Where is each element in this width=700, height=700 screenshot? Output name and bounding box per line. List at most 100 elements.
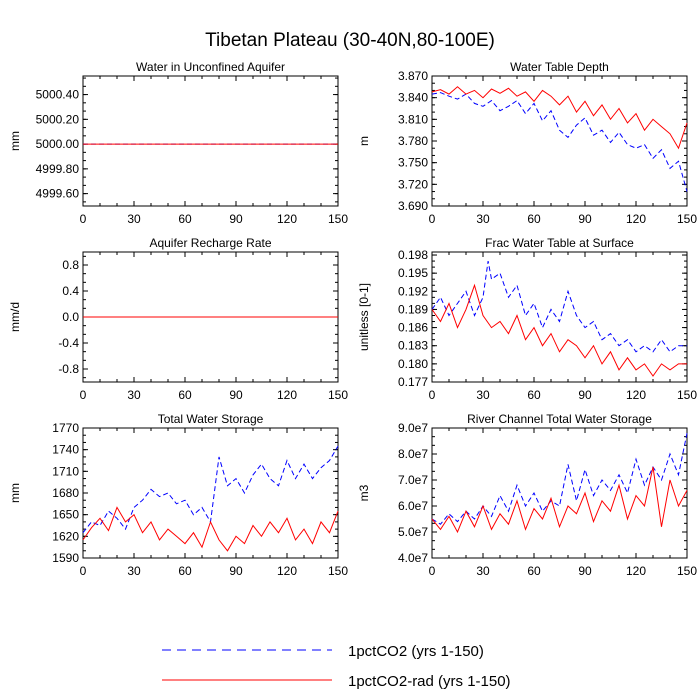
y-tick-label: 0.8: [62, 258, 79, 272]
series-line-1pctco2-rad: [431, 86, 688, 150]
plot-frame: [82, 427, 339, 559]
series-line-1pctco2: [431, 92, 688, 192]
x-tick-label: 0: [429, 388, 436, 402]
y-tick-label: 1590: [52, 551, 79, 565]
x-tick-label: 120: [626, 212, 646, 226]
y-tick-label: 0.183: [398, 339, 428, 353]
series-line-1pctco2: [431, 261, 687, 353]
x-tick-label: 90: [229, 564, 243, 578]
x-tick-label: 0: [80, 564, 87, 578]
x-tick-label: 60: [178, 388, 192, 402]
y-tick-label: 0.180: [398, 357, 428, 371]
y-tick-label: 9.0e7: [398, 421, 428, 435]
y-tick-label: 0.195: [398, 266, 428, 280]
y-tick-label: 4999.60: [36, 187, 80, 201]
x-tick-label: 0: [429, 212, 436, 226]
x-tick-label: 120: [277, 388, 297, 402]
panel-title: Frac Water Table at Surface: [485, 236, 634, 250]
y-tick-label: 4.0e7: [398, 551, 428, 565]
x-tick-label: 120: [626, 564, 646, 578]
figure-title: Tibetan Plateau (30-40N,80-100E): [205, 30, 495, 51]
plot-frame: [431, 251, 688, 383]
panel-3: Aquifer Recharge Rate mm/d 0 30 60 90 120 150 -0…: [8, 236, 348, 402]
y-tick-label: 1710: [52, 464, 79, 478]
y-axis-label: mm/d: [8, 302, 22, 332]
x-tick-label: 150: [677, 388, 697, 402]
x-tick-label: 30: [476, 388, 490, 402]
y-tick-label: 0.192: [398, 284, 428, 298]
x-tick-label: 90: [578, 388, 592, 402]
panel-title: Water in Unconfined Aquifer: [136, 60, 285, 74]
panel-title: Water Table Depth: [510, 60, 609, 74]
panel-1: Water in Unconfined Aquifer mm 0 30 60 90 120 1…: [8, 60, 348, 226]
x-tick-label: 90: [578, 564, 592, 578]
y-tick-label: 3.690: [398, 199, 428, 213]
y-axis-label: m3: [357, 484, 371, 501]
y-tick-label: 3.870: [398, 69, 428, 83]
y-tick-label: 0.189: [398, 302, 428, 316]
panel-4: Frac Water Table at Surface unitless [0-1…: [357, 236, 697, 402]
panel-5: Total Water Storage mm 0 30 60 90 120 150 1590 16…: [8, 412, 348, 578]
x-tick-label: 120: [626, 388, 646, 402]
panel-2: Water Table Depth m 0 30 60 90 120 150 3.690 3.72…: [357, 60, 697, 226]
x-tick-label: 150: [677, 212, 697, 226]
x-tick-label: 30: [127, 564, 141, 578]
panel-title: Aquifer Recharge Rate: [149, 236, 271, 250]
y-axis-label: unitless [0-1]: [357, 283, 371, 351]
y-tick-label: -0.4: [58, 336, 79, 350]
plot-frame: [431, 427, 688, 559]
x-tick-label: 0: [80, 212, 87, 226]
y-tick-label: 5.0e7: [398, 525, 428, 539]
y-tick-label: 1740: [52, 443, 79, 457]
y-tick-label: 5000.20: [36, 112, 80, 126]
x-tick-label: 120: [277, 212, 297, 226]
x-tick-label: 150: [677, 564, 697, 578]
y-tick-label: 3.780: [398, 134, 428, 148]
y-tick-label: 1620: [52, 529, 79, 543]
y-axis-label: mm: [8, 483, 22, 503]
x-tick-label: 150: [328, 212, 348, 226]
panel-6: River Channel Total Water Storage m3 0 30 60…: [357, 412, 697, 578]
legend-label-1pctco2: 1pctCO2 (yrs 1-150): [348, 643, 484, 660]
series-line-1pctco2-rad: [82, 506, 339, 552]
x-tick-label: 60: [527, 564, 541, 578]
y-axis-label: mm: [8, 131, 22, 151]
x-tick-label: 30: [127, 212, 141, 226]
y-axis-label: m: [357, 136, 371, 146]
y-tick-label: 3.750: [398, 156, 428, 170]
x-tick-label: 60: [527, 212, 541, 226]
series-line-1pctco2-rad: [431, 283, 687, 377]
x-tick-label: 90: [229, 388, 243, 402]
y-tick-label: 0.0: [62, 310, 79, 324]
y-tick-label: -0.8: [58, 362, 79, 376]
x-tick-label: 60: [178, 564, 192, 578]
x-tick-label: 30: [476, 564, 490, 578]
y-tick-label: 6.0e7: [398, 499, 428, 513]
panel-title: Total Water Storage: [158, 412, 264, 426]
x-tick-label: 30: [127, 388, 141, 402]
y-tick-label: 7.0e7: [398, 473, 428, 487]
series-line-1pctco2: [431, 433, 688, 525]
y-tick-label: 1680: [52, 486, 79, 500]
y-tick-label: 4999.80: [36, 162, 80, 176]
x-tick-label: 150: [328, 388, 348, 402]
y-tick-label: 5000.40: [36, 88, 80, 102]
y-tick-label: 5000.00: [36, 137, 80, 151]
y-tick-label: 8.0e7: [398, 447, 428, 461]
x-tick-label: 0: [429, 564, 436, 578]
series-line-1pctco2-rad: [431, 466, 688, 534]
x-tick-label: 60: [178, 212, 192, 226]
y-tick-label: 0.4: [62, 284, 79, 298]
x-tick-label: 60: [527, 388, 541, 402]
panel-title: River Channel Total Water Storage: [467, 412, 652, 426]
legend-label-1pctco2-rad: 1pctCO2-rad (yrs 1-150): [348, 673, 511, 690]
plot-frame: [82, 75, 339, 207]
y-tick-label: 1650: [52, 508, 79, 522]
x-tick-label: 90: [229, 212, 243, 226]
y-tick-label: 0.177: [398, 375, 428, 389]
y-tick-label: 0.186: [398, 321, 428, 335]
y-tick-label: 3.720: [398, 177, 428, 191]
x-tick-label: 30: [476, 212, 490, 226]
x-tick-label: 120: [277, 564, 297, 578]
